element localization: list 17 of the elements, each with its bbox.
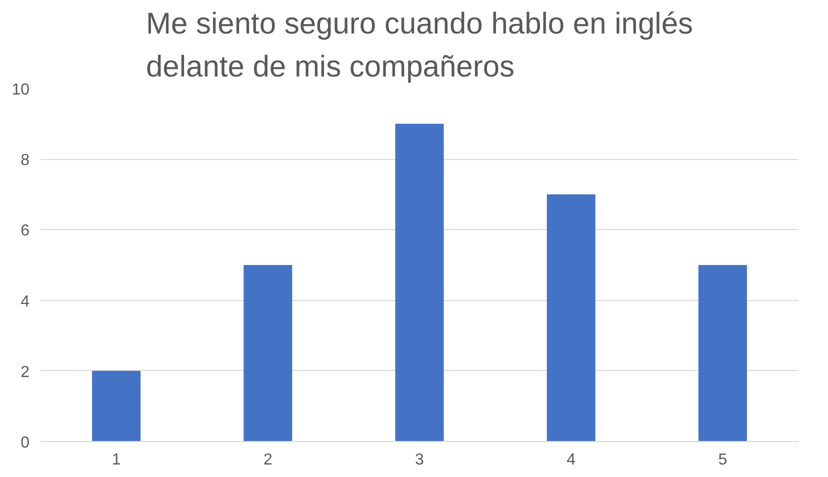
bar — [698, 265, 747, 442]
y-tick-label: 6 — [20, 222, 30, 240]
y-tick-label: 8 — [20, 152, 30, 170]
bar — [546, 194, 596, 442]
y-tick-label: 0 — [20, 434, 30, 452]
chart-title: Me siento seguro cuando hablo en inglés delante de mis compañeros — [146, 8, 694, 84]
x-tick-label: 4 — [566, 452, 576, 468]
bar — [244, 265, 292, 442]
x-tick-label: 3 — [415, 452, 424, 468]
x-tick-label: 2 — [263, 452, 272, 468]
y-tick-label: 2 — [20, 364, 30, 381]
bar — [92, 370, 141, 442]
y-tick-label: 4 — [20, 293, 30, 310]
bar — [395, 124, 444, 442]
x-tick-label: 1 — [112, 452, 121, 468]
y-tick-label: 10 — [12, 82, 30, 98]
x-tick-label: 5 — [718, 452, 728, 468]
